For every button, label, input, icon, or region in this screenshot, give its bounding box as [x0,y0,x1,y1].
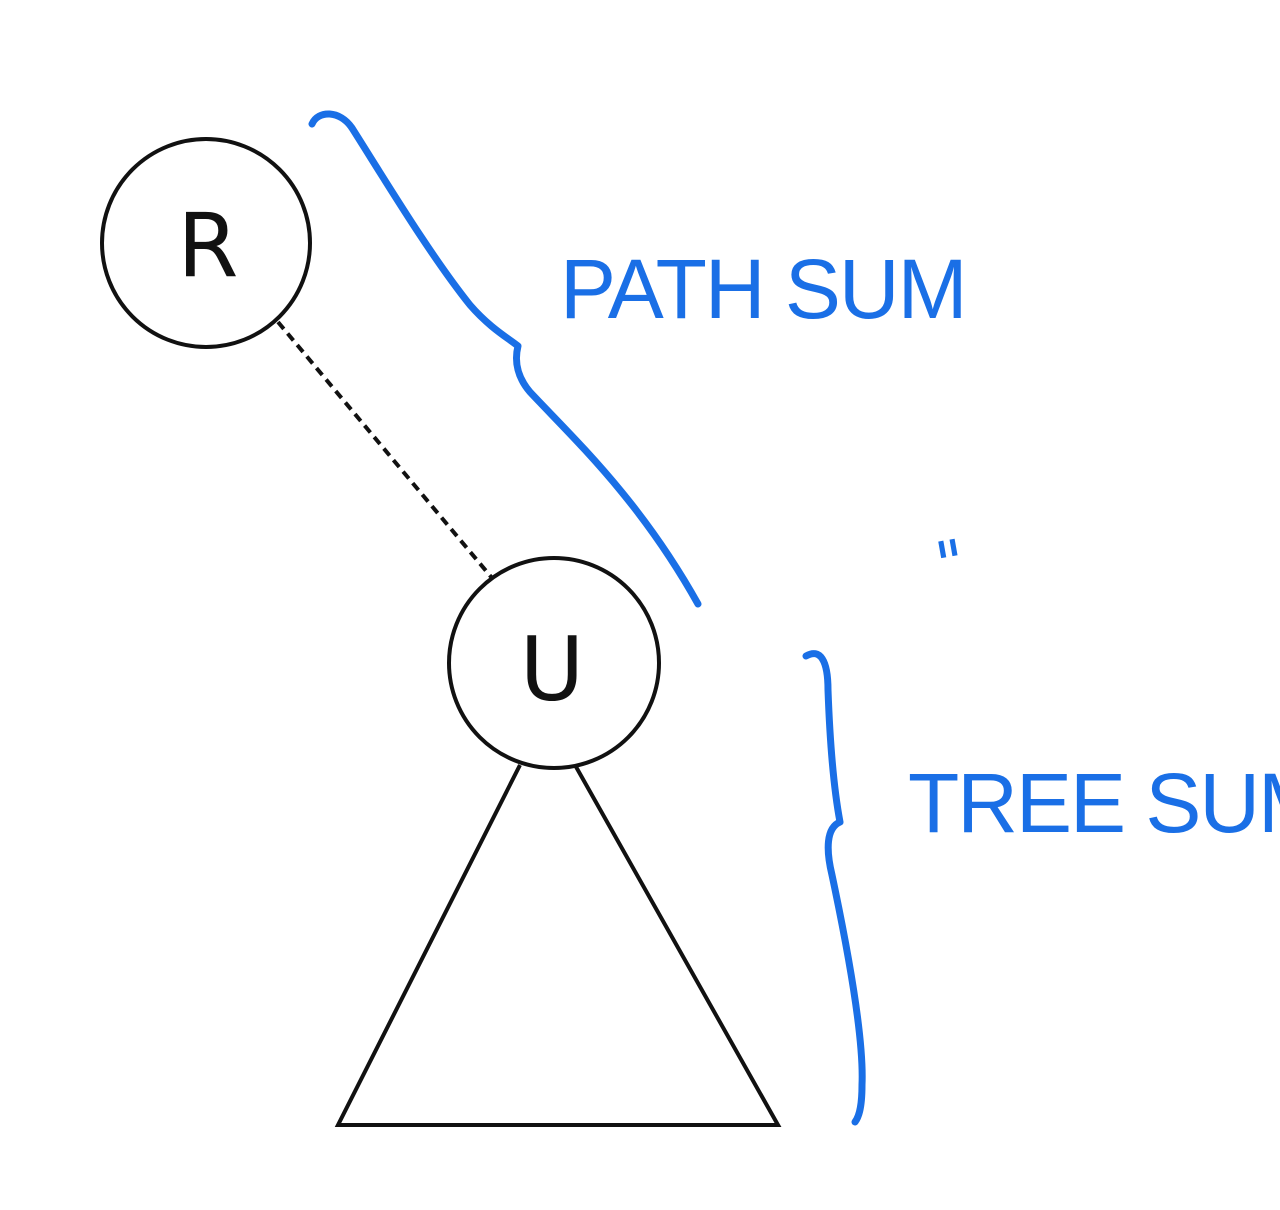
path-sum-label: PATH SUM [560,242,966,336]
u-node-label: U [520,618,584,721]
subtree-triangle [334,764,782,1127]
root-node-label: R [177,194,238,297]
tree-sum-label: TREE SUM [908,756,1280,850]
root-node: R [100,137,312,349]
tree-sum-brace [802,650,866,1126]
u-node-circle [447,556,661,770]
u-node: U [447,556,661,770]
equals-mark: " [930,525,971,602]
path-sum-brace [308,110,702,608]
dashed-edge-r-to-u [276,320,494,580]
root-node-circle [100,137,312,349]
